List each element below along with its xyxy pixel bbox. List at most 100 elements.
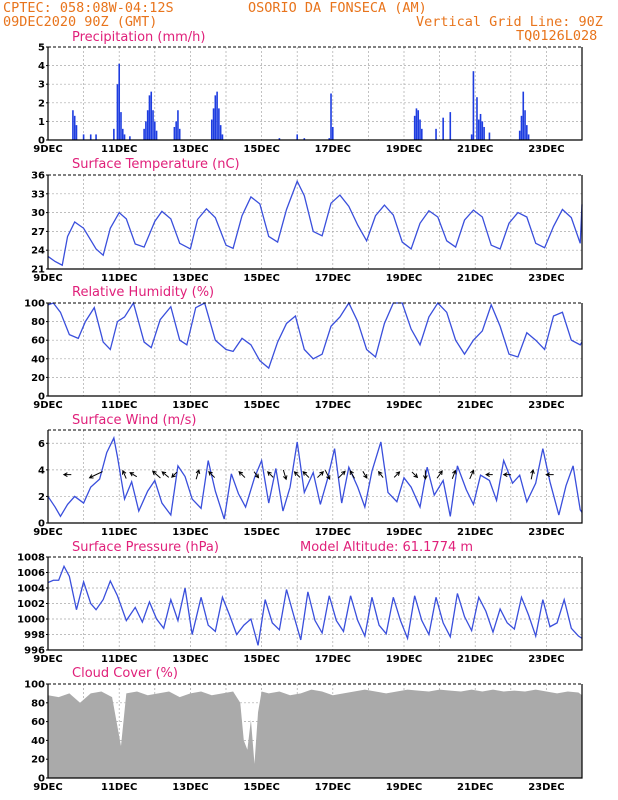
precip-bar — [218, 108, 220, 140]
temp-xtick-label: 11DEC — [101, 273, 137, 284]
precip-bar — [72, 110, 74, 140]
precip-bar — [148, 95, 151, 140]
wind-arrow — [88, 471, 103, 479]
pres-series-line — [47, 564, 583, 646]
pres-xtick-label: 19DEC — [386, 654, 422, 665]
wind-frame — [47, 430, 583, 524]
temp-ytick-label: 27 — [31, 227, 45, 238]
precip-bar — [214, 95, 217, 140]
wind-arrow — [423, 470, 428, 481]
temp-ytick-label: 24 — [31, 246, 45, 257]
pres-ytick-label: 998 — [24, 630, 45, 641]
rh-ytick-label: 20 — [31, 373, 45, 384]
wind-xtick-label: 9DEC — [33, 527, 62, 538]
temperature-title: Surface Temperature (nC) — [72, 157, 240, 172]
wind-arrow — [436, 470, 443, 479]
temp-frame — [47, 175, 583, 270]
wind-ytick-label: 2 — [38, 492, 45, 503]
wind-arrow — [378, 470, 384, 478]
cloud-cover-title: Cloud Cover (%) — [72, 666, 178, 681]
precip-bar — [82, 134, 85, 140]
wind-arrow — [362, 471, 368, 479]
wind-xtick-label: 17DEC — [315, 527, 351, 538]
precip-bar — [331, 126, 334, 140]
precip-bar — [120, 112, 122, 140]
temp-xtick-label: 15DEC — [243, 273, 279, 284]
precip-bar — [116, 84, 119, 140]
cloud-xtick-label: 23DEC — [528, 782, 564, 793]
precip-bar — [476, 97, 478, 140]
wind-arrow — [545, 472, 554, 477]
pres-xtick-label: 11DEC — [101, 654, 137, 665]
precip-frame — [47, 47, 583, 141]
rh-xtick-label: 19DEC — [386, 400, 422, 411]
header-station: OSORIO DA FONSECA (AM) — [248, 0, 427, 16]
precip-bar — [328, 138, 331, 140]
wind-arrow — [324, 469, 331, 481]
header-grid-line: Vertical Grid Line: 90Z — [416, 14, 603, 30]
precip-xtick-label: 19DEC — [386, 144, 422, 155]
precip-bar — [221, 134, 224, 140]
pres-xtick-label: 15DEC — [243, 654, 279, 665]
precip-bar — [150, 91, 153, 140]
cloud-ytick-label: 80 — [31, 698, 45, 709]
rh-ytick-label: 40 — [31, 354, 45, 365]
wind-arrow — [208, 470, 216, 478]
wind-arrow — [349, 469, 355, 479]
rh-frame — [47, 303, 583, 397]
precip-xtick-label: 23DEC — [528, 144, 564, 155]
pres-xtick-label: 13DEC — [172, 654, 208, 665]
cloud-ytick-label: 60 — [31, 717, 45, 728]
precip-bar — [419, 119, 421, 140]
precip-bar — [152, 110, 154, 140]
wind-arrow — [502, 472, 511, 477]
rh-ytick-label: 60 — [31, 336, 45, 347]
cloud-ytick-label: 40 — [31, 736, 45, 747]
rh-xtick-label: 11DEC — [101, 400, 137, 411]
pres-ytick-label: 1004 — [17, 584, 45, 595]
precip-bar — [118, 63, 121, 140]
precip-bar — [146, 110, 149, 140]
pres-xtick-label: 9DEC — [33, 654, 62, 665]
rh-ytick-label: 100 — [24, 299, 45, 310]
pressure-panel: Surface Pressure (hPa) Model Altitude: 6… — [17, 540, 583, 665]
precip-bar — [178, 128, 181, 140]
pres-ytick-label: 1000 — [17, 615, 45, 626]
precip-ytick-label: 0 — [38, 136, 45, 147]
precip-ytick-label: 5 — [38, 43, 45, 54]
rh-ytick-label: 0 — [38, 392, 45, 403]
wind-arrow — [161, 471, 170, 478]
precip-bar — [520, 115, 523, 140]
temp-ytick-label: 33 — [31, 189, 45, 200]
humidity-panel: Relative Humidity (%) 0 20 40 60 80 100 9DEC 11… — [24, 285, 583, 411]
precip-xtick-label: 11DEC — [101, 144, 137, 155]
precip-bar — [449, 112, 452, 140]
precip-bar — [210, 119, 213, 140]
precipitation-title: Precipitation (mm/h) — [72, 30, 205, 45]
wind-arrow — [151, 470, 161, 479]
pres-ytick-label: 1008 — [17, 553, 45, 564]
precip-ytick-label: 4 — [38, 61, 45, 72]
pres-xtick-label: 23DEC — [528, 654, 564, 665]
precipitation-panel: Precipitation (mm/h) 0 1 2 3 4 5 9DEC 11DEC 13DE… — [33, 30, 583, 155]
wind-arrow — [338, 470, 346, 479]
temp-xtick-label: 13DEC — [172, 273, 208, 284]
temp-series-line — [47, 179, 583, 267]
wind-arrow — [121, 469, 127, 479]
wind-arrow — [282, 469, 288, 481]
precip-bar — [303, 138, 306, 140]
precip-bar — [481, 121, 484, 140]
precip-bar — [522, 91, 525, 140]
wind-xtick-label: 21DEC — [457, 527, 493, 538]
precip-bar — [527, 134, 530, 140]
temp-xtick-label: 19DEC — [386, 273, 422, 284]
precip-bar — [415, 108, 418, 140]
cloud-cover-panel: Cloud Cover (%) 0 20 40 60 80 100 9DEC 11DEC 13D… — [24, 666, 583, 793]
rh-series-line — [47, 301, 583, 370]
rh-xtick-label: 13DEC — [172, 400, 208, 411]
precip-ytick-label: 1 — [38, 117, 45, 128]
temp-xtick-label: 21DEC — [457, 273, 493, 284]
wind-arrow — [62, 472, 72, 477]
precip-bar — [212, 108, 215, 140]
precip-bar — [278, 138, 281, 140]
